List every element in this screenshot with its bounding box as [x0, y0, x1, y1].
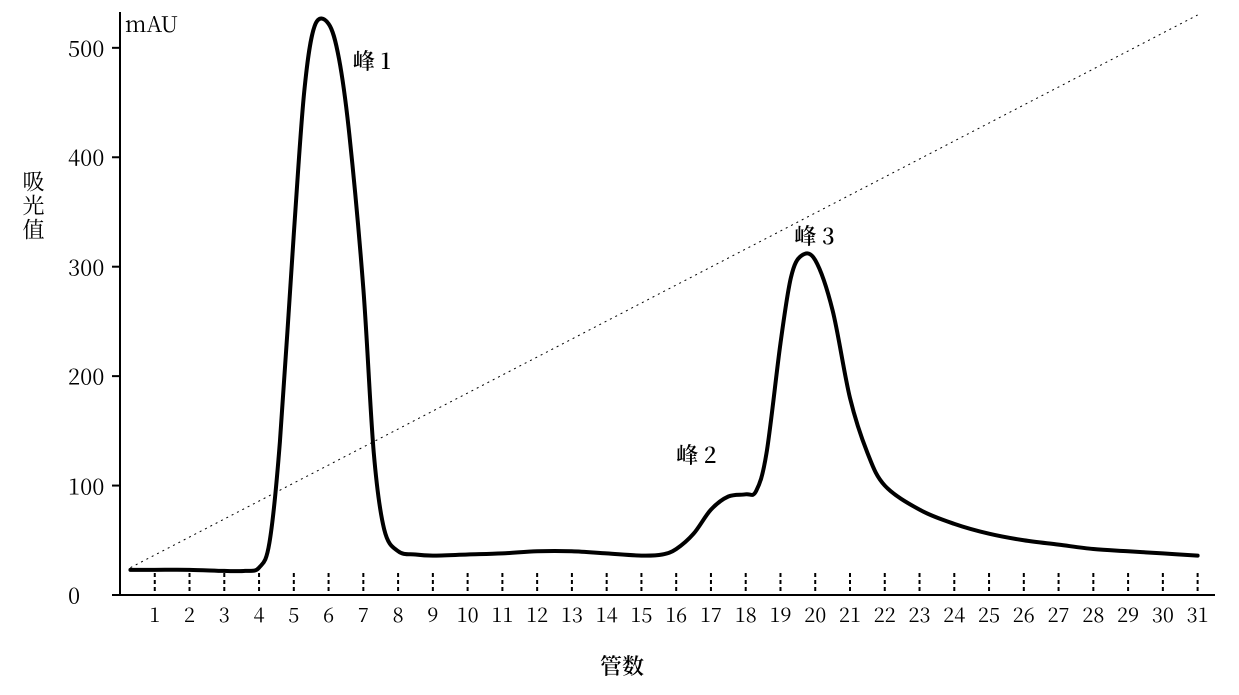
x-axis-title: 管数 [600, 650, 644, 681]
x-tick-label: 2 [184, 599, 195, 628]
x-tick-label: 27 [1048, 599, 1070, 628]
peak-annotation: 峰 1 [353, 45, 391, 76]
x-tick-label: 20 [804, 599, 826, 628]
x-tick-label: 11 [491, 599, 513, 628]
x-tick-label: 29 [1117, 599, 1139, 628]
x-tick-label: 16 [665, 599, 687, 628]
x-tick-label: 23 [909, 599, 931, 628]
x-tick-label: 26 [1013, 599, 1035, 628]
x-tick-label: 17 [700, 599, 722, 628]
x-tick-label: 28 [1082, 599, 1104, 628]
x-tick-label: 19 [769, 599, 791, 628]
x-tick-label: 4 [254, 599, 265, 628]
x-tick-label: 15 [630, 599, 652, 628]
x-tick-label: 10 [457, 599, 479, 628]
x-tick-label: 3 [219, 599, 230, 628]
x-tick-label: 1 [149, 599, 160, 628]
x-tick-label: 13 [561, 599, 583, 628]
x-tick-label: 31 [1187, 599, 1209, 628]
x-tick-label: 18 [735, 599, 757, 628]
x-tick-label: 22 [874, 599, 896, 628]
y-tick-label: 100 [68, 470, 104, 501]
x-tick-label: 21 [839, 599, 861, 628]
x-tick-label: 5 [288, 599, 299, 628]
y-tick-label: 200 [68, 361, 104, 392]
x-tick-label: 30 [1152, 599, 1174, 628]
x-tick-label: 9 [427, 599, 438, 628]
y-tick-label: 500 [68, 32, 104, 63]
x-tick-label: 8 [393, 599, 404, 628]
x-tick-label: 25 [978, 599, 1000, 628]
x-tick-label: 24 [943, 599, 965, 628]
x-tick-label: 12 [526, 599, 548, 628]
chart-container: mAU 吸光值 管数 01002003004005001234567891011… [0, 0, 1239, 695]
peak-annotation: 峰 2 [676, 439, 716, 470]
x-tick-label: 6 [323, 599, 334, 628]
y-unit-label: mAU [125, 8, 178, 39]
y-tick-label: 400 [68, 142, 104, 173]
y-tick-label: 300 [68, 251, 104, 282]
x-tick-label: 7 [358, 599, 369, 628]
peak-annotation: 峰 3 [794, 220, 834, 251]
chart-svg [0, 0, 1239, 695]
x-tick-label: 14 [596, 599, 618, 628]
y-tick-label: 0 [68, 580, 80, 611]
y-axis-title: 吸光值 [18, 170, 49, 242]
